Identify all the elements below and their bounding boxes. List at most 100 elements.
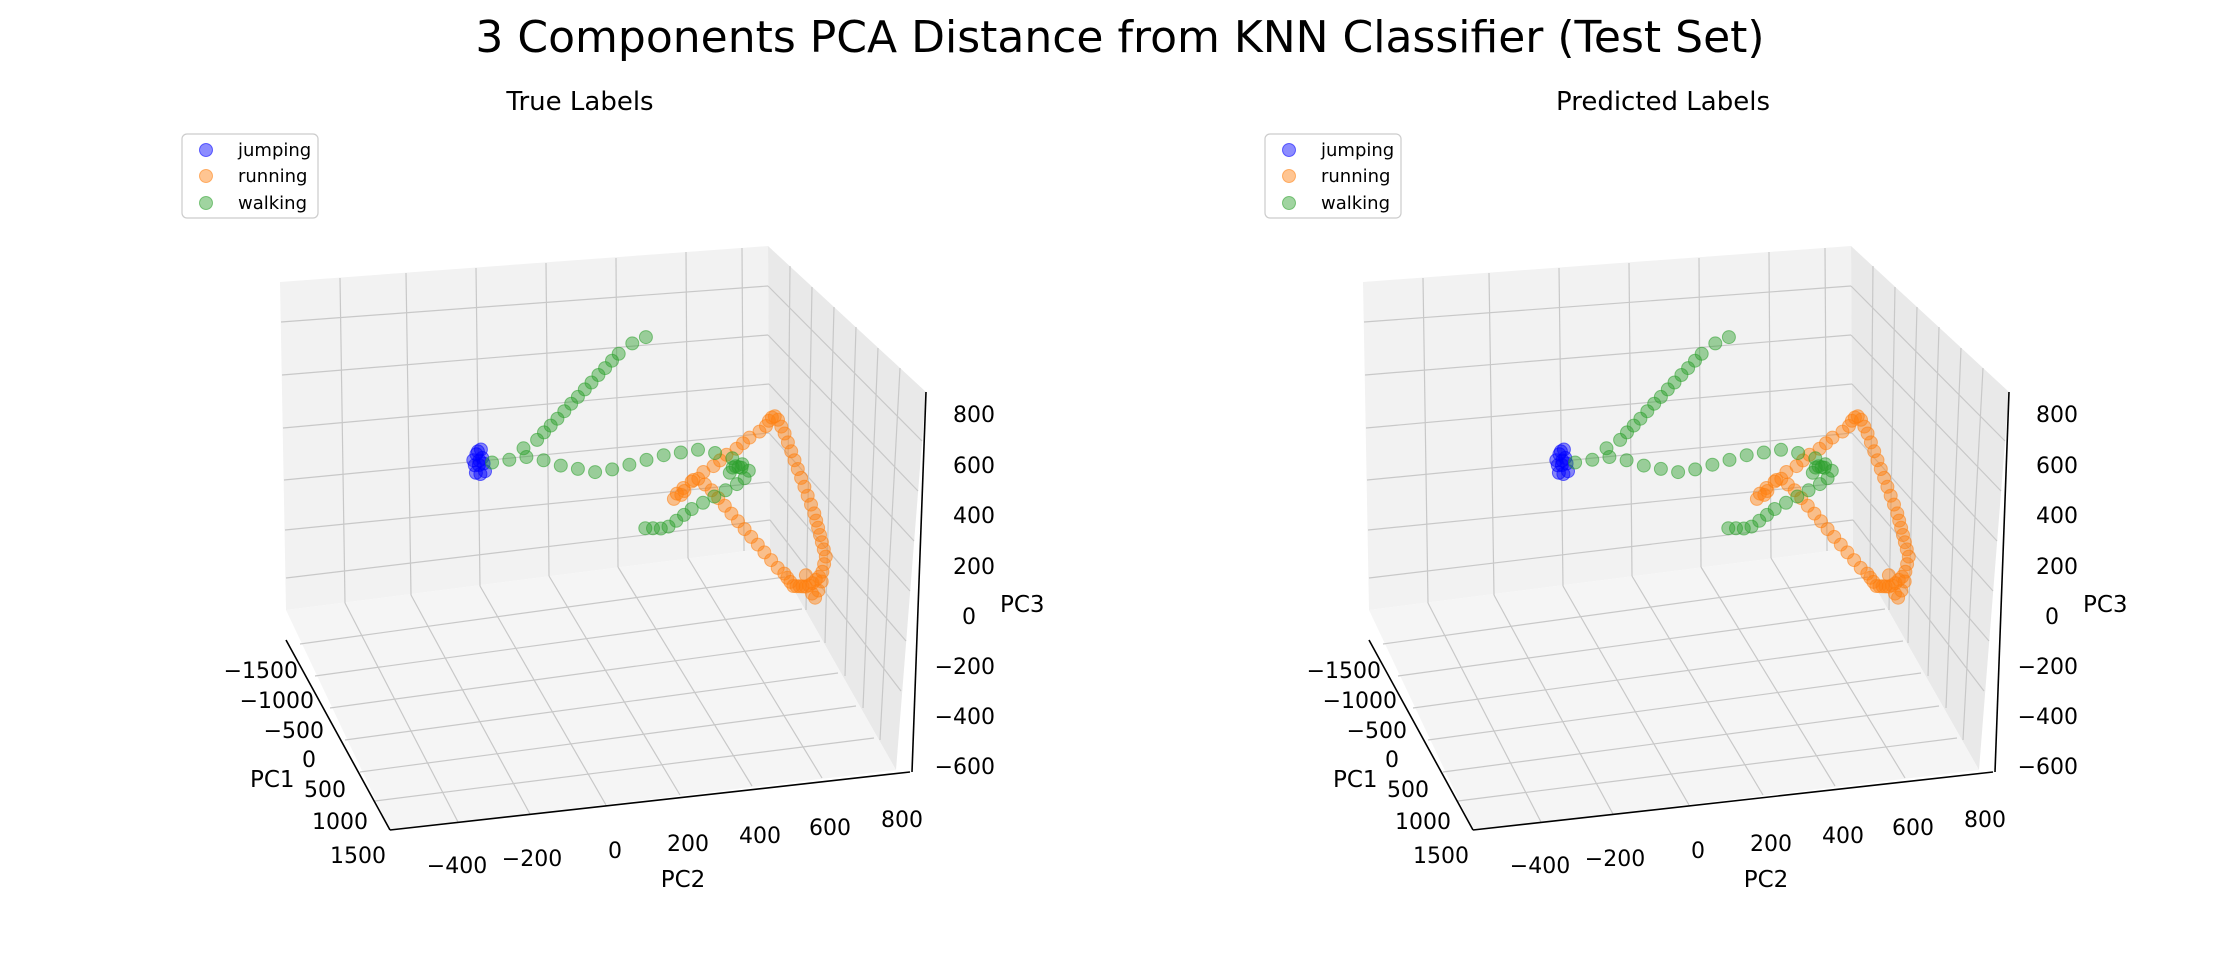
- point-walking: [1602, 450, 1617, 464]
- point-walking: [564, 396, 579, 411]
- x-tick-label: 1500: [1413, 844, 1469, 869]
- z-tick-label: −600: [935, 755, 995, 780]
- z-ticks: 800 600 400 200 0 −200 −400 −600: [2018, 403, 2078, 780]
- point-walking: [734, 460, 749, 475]
- y-tick-label: 800: [1964, 808, 2006, 833]
- legend-label-jumping: jumping: [1320, 140, 1394, 161]
- y-tick-label: 400: [739, 824, 781, 849]
- legend-box: [181, 133, 319, 219]
- point-running: [1854, 412, 1868, 427]
- point-walking: [1756, 445, 1771, 460]
- point-running: [794, 470, 809, 485]
- point-walking: [536, 453, 551, 468]
- point-running: [774, 419, 789, 434]
- x-tick-label: 1000: [312, 810, 368, 835]
- x-tick-label: 500: [304, 778, 346, 803]
- z-axis-label: PC3: [2083, 592, 2128, 618]
- y-tick-label: 0: [608, 839, 622, 864]
- point-running: [808, 590, 823, 605]
- y-tick-label: 800: [881, 808, 923, 833]
- right-grid: [767, 265, 923, 741]
- point-walking: [1721, 330, 1736, 345]
- point-running: [1857, 419, 1872, 434]
- point-walking: [1774, 442, 1788, 457]
- point-running: [1880, 479, 1895, 494]
- panel-predicted-labels: Predicted Labels jumping running walking: [1264, 87, 2128, 893]
- point-running: [1894, 583, 1909, 598]
- point-running: [1873, 462, 1888, 476]
- x-tick-label: 0: [1385, 748, 1399, 773]
- z-tick-label: −400: [2018, 705, 2078, 730]
- point-walking: [1647, 396, 1662, 411]
- x-ticks: −1500 −1000 −500 0 500 1000 1500: [224, 659, 386, 869]
- point-walking: [485, 455, 500, 470]
- z-tick-label: 600: [2036, 454, 2078, 479]
- x-tick-label: 1500: [330, 844, 386, 869]
- point-walking: [708, 446, 723, 460]
- panel-true-labels: True Labels jumping running walking: [181, 87, 1045, 893]
- z-tick-label: 200: [2036, 555, 2078, 580]
- x-tick-label: −500: [264, 719, 324, 744]
- x-tick-label: −1000: [240, 689, 314, 714]
- y-tick-label: −200: [502, 847, 562, 872]
- legend-label-running: running: [238, 166, 307, 187]
- point-running: [784, 444, 799, 459]
- point-walking: [1739, 448, 1754, 463]
- back-pane: [280, 246, 770, 610]
- point-walking: [570, 461, 585, 476]
- point-running: [771, 412, 785, 427]
- z-tick-label: −600: [2018, 755, 2078, 780]
- point-walking: [673, 445, 688, 460]
- point-jumping: [473, 467, 488, 481]
- point-jumping: [1556, 467, 1571, 481]
- point-walking: [669, 513, 684, 528]
- axis-lines: [285, 391, 927, 831]
- right-pane: [1851, 246, 2009, 770]
- point-walking: [638, 330, 653, 345]
- legend-marker-running: [199, 169, 213, 183]
- back-grid-horizontal: [1363, 285, 1854, 579]
- point-walking: [1599, 441, 1614, 456]
- point-walking: [718, 483, 733, 498]
- point-running: [777, 426, 792, 441]
- y-tick-label: 600: [1892, 816, 1934, 841]
- point-running: [1870, 453, 1885, 468]
- point-walking: [591, 368, 606, 382]
- y-ticks: −400 −200 0 200 400 600 800: [427, 808, 923, 879]
- y-tick-label: 200: [667, 832, 709, 857]
- scatter-points: [466, 330, 833, 605]
- point-walking: [1688, 353, 1702, 368]
- y-tick-label: 0: [1691, 839, 1705, 864]
- z-tick-label: 400: [2036, 504, 2078, 529]
- z-tick-label: 600: [953, 454, 995, 479]
- point-running: [1897, 574, 1912, 589]
- point-walking: [605, 462, 620, 477]
- legend: jumping running walking: [181, 133, 319, 219]
- point-walking: [1791, 446, 1806, 460]
- floor-pane: [286, 548, 896, 830]
- point-walking: [1653, 461, 1668, 476]
- point-running: [684, 474, 699, 489]
- scatter-points: [1549, 330, 1916, 605]
- y-axis-label: PC2: [661, 867, 706, 893]
- point-running: [1877, 470, 1892, 485]
- z-ticks: 800 600 400 200 0 −200 −400 −600: [935, 403, 995, 780]
- point-walking: [577, 382, 592, 397]
- point-walking: [1620, 425, 1634, 440]
- point-walking: [1674, 368, 1689, 382]
- point-running: [1883, 488, 1898, 503]
- point-walking: [696, 495, 710, 510]
- z-tick-label: −200: [2018, 655, 2078, 680]
- legend-label-walking: walking: [238, 193, 307, 214]
- point-running: [1891, 590, 1906, 605]
- point-walking: [605, 353, 619, 368]
- point-walking: [1722, 452, 1737, 467]
- point-walking: [1705, 457, 1720, 472]
- point-walking: [691, 442, 705, 457]
- point-running: [814, 574, 829, 589]
- point-running: [1887, 497, 1901, 512]
- point-walking: [1568, 455, 1583, 470]
- x-tick-label: −1500: [224, 659, 298, 684]
- point-walking: [1729, 521, 1743, 536]
- point-walking: [537, 425, 551, 440]
